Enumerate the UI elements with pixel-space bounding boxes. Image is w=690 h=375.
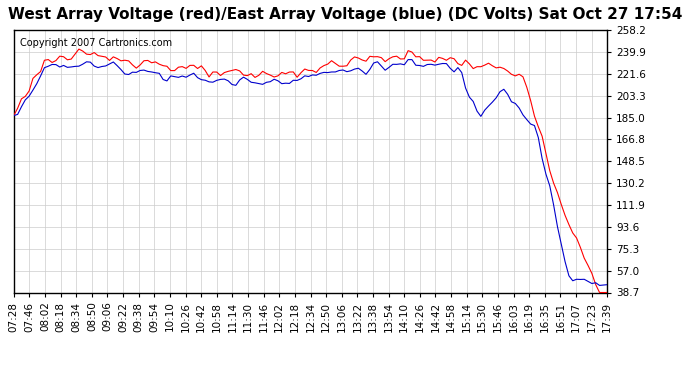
Text: West Array Voltage (red)/East Array Voltage (blue) (DC Volts) Sat Oct 27 17:54: West Array Voltage (red)/East Array Volt…: [8, 8, 682, 22]
Text: Copyright 2007 Cartronics.com: Copyright 2007 Cartronics.com: [20, 38, 172, 48]
